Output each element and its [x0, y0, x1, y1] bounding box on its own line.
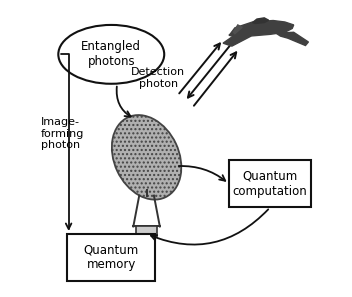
- Polygon shape: [276, 32, 308, 45]
- Text: Detection
photon: Detection photon: [131, 67, 186, 89]
- Text: Entangled
photons: Entangled photons: [81, 40, 141, 68]
- Ellipse shape: [58, 25, 164, 84]
- Bar: [67, 234, 155, 281]
- Text: Quantum
memory: Quantum memory: [84, 243, 139, 271]
- Polygon shape: [233, 25, 242, 34]
- Text: Quantum
computation: Quantum computation: [233, 170, 308, 198]
- Text: Image-
forming
photon: Image- forming photon: [41, 117, 84, 150]
- Polygon shape: [252, 18, 269, 23]
- Polygon shape: [223, 31, 251, 46]
- Bar: [136, 227, 157, 237]
- Bar: [229, 160, 311, 207]
- Polygon shape: [229, 20, 294, 37]
- Ellipse shape: [112, 115, 181, 200]
